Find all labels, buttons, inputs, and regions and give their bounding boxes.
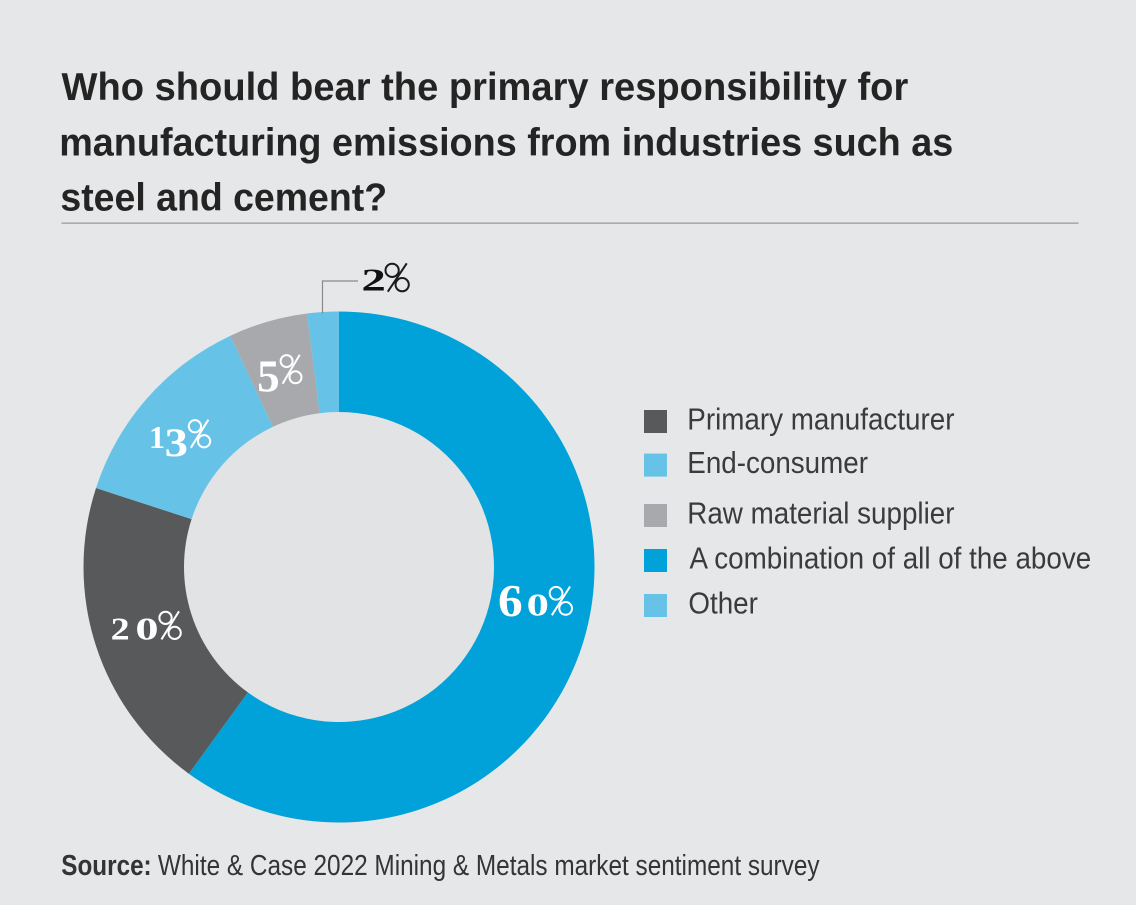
svg-text:steel and cement?: steel and cement? xyxy=(60,176,387,220)
svg-text:2: 2 xyxy=(111,612,130,647)
svg-text:Primary manufacturer: Primary manufacturer xyxy=(687,403,954,436)
svg-text:0: 0 xyxy=(135,612,158,647)
svg-text:Other: Other xyxy=(688,587,758,620)
svg-text:1: 1 xyxy=(149,419,165,455)
svg-text:6: 6 xyxy=(498,577,523,627)
svg-text:Who should bear the primary re: Who should bear the primary responsibili… xyxy=(62,66,909,109)
svg-text:A combination of all of the ab: A combination of all of the above xyxy=(690,542,1092,575)
svg-text:Source:: Source: xyxy=(61,849,151,881)
svg-text:5: 5 xyxy=(257,350,280,401)
svg-text:3: 3 xyxy=(165,421,188,465)
svg-text:End-consumer: End-consumer xyxy=(687,447,868,480)
svg-text:2: 2 xyxy=(361,262,386,298)
svg-text:manufacturing emissions from i: manufacturing emissions from industries … xyxy=(59,121,953,165)
svg-text:Raw material supplier: Raw material supplier xyxy=(687,497,955,530)
svg-text:0: 0 xyxy=(527,589,549,623)
svg-text:White & Case 2022 Mining & Met: White & Case 2022 Mining & Metals market… xyxy=(158,849,820,881)
